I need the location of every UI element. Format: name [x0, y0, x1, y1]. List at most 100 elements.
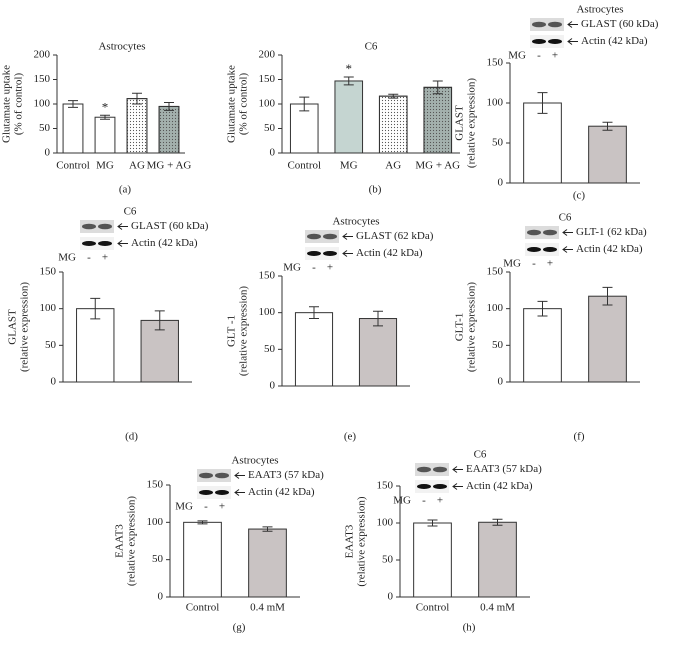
x-tick-label: MG + AG: [415, 160, 460, 172]
blot-group-label: MG: [503, 258, 521, 270]
panel-label: (f): [574, 431, 585, 443]
bar: [478, 521, 517, 598]
blot-minus: -: [422, 495, 426, 507]
blot-arrow: [562, 229, 573, 236]
blot-band: [527, 247, 541, 252]
blot-control-label: Actin (42 kDa): [576, 243, 643, 255]
y-tick-label: 100: [487, 97, 504, 109]
y-axis-label: EAAT3: [114, 524, 126, 558]
significance-mark: *: [346, 61, 353, 76]
y-tick-label: 200: [259, 49, 276, 61]
panel-title: C6: [124, 206, 137, 218]
blot-group-label: MG: [58, 252, 76, 264]
blot-strip: [415, 463, 449, 476]
y-tick-label: 50: [39, 122, 51, 134]
error-bar: [100, 114, 110, 120]
blot-band: [82, 241, 96, 246]
panel-title: Astrocytes: [98, 41, 145, 53]
bar-hatch: [378, 95, 408, 154]
y-tick-label: 0: [270, 380, 276, 392]
blot-strip: [530, 35, 564, 48]
blot-minus: -: [537, 50, 541, 62]
error-bar: [90, 297, 101, 320]
y-tick-label: 50: [45, 339, 57, 351]
bar: [588, 125, 627, 184]
y-tick-label: 100: [40, 302, 57, 314]
y-tick-label: 50: [492, 339, 504, 351]
x-tick-label: Control: [56, 160, 90, 172]
blot-target-label: GLT-1 (62 kDa): [576, 226, 647, 238]
blot-strip: [305, 230, 339, 243]
blot-band: [215, 472, 229, 479]
blot-strip: [80, 220, 114, 233]
bar-hatch: [126, 98, 148, 154]
panel-label: (g): [233, 622, 246, 634]
y-tick-label: 100: [259, 306, 276, 318]
y-axis-label: (relative expression): [466, 282, 478, 372]
y-axis-label: (relative expression): [466, 78, 478, 168]
blot-arrow: [234, 489, 245, 496]
error-bar: [492, 518, 503, 526]
y-axis-label: Glutamate uptake: [1, 65, 13, 143]
error-bar: [602, 121, 613, 131]
y-tick-label: 50: [382, 554, 394, 566]
bar: [334, 80, 364, 154]
blot-band: [98, 223, 112, 230]
blot-band: [417, 466, 431, 473]
bar: [289, 103, 319, 154]
error-bar: [309, 306, 319, 320]
bar: [523, 308, 562, 383]
blot-target-label: EAAT3 (57 kDa): [248, 469, 324, 481]
error-bar: [537, 300, 548, 317]
y-tick-label: 50: [492, 137, 504, 149]
y-axis-label: (relative expression): [126, 496, 138, 586]
error-bar: [373, 310, 383, 327]
blot-arrow: [452, 483, 463, 490]
x-tick-label: Control: [287, 160, 321, 172]
blot-control-label: Actin (42 kDa): [131, 237, 198, 249]
panel-label: (h): [463, 622, 476, 634]
blot-plus: +: [547, 258, 553, 270]
y-tick-label: 200: [34, 49, 51, 61]
blot-strip: [530, 18, 564, 31]
blot-plus: +: [437, 495, 443, 507]
y-axis-label: GLT -1: [226, 315, 238, 347]
blot-band: [433, 484, 447, 489]
y-axis-label: Glutamate uptake: [226, 65, 238, 143]
bar: [62, 103, 84, 154]
y-axis-label: (% of control): [238, 73, 250, 136]
bar-hatch: [423, 86, 453, 154]
bar: [140, 319, 179, 383]
bar-hatch: [158, 105, 180, 154]
blot-strip: [525, 226, 559, 239]
blot-strip: [415, 480, 449, 493]
y-axis-label: (relative expression): [356, 496, 368, 586]
blot-band: [307, 233, 321, 240]
blot-target-label: GLAST (60 kDa): [581, 18, 659, 30]
y-tick-label: 150: [34, 73, 51, 85]
bar: [413, 522, 452, 598]
blot-arrow: [567, 21, 578, 28]
blot-band: [532, 21, 546, 28]
y-tick-label: 0: [498, 177, 504, 189]
y-axis-label: GLT-1: [454, 313, 466, 342]
blot-band: [199, 472, 213, 479]
y-tick-label: 50: [152, 553, 164, 565]
y-tick-label: 50: [264, 122, 276, 134]
error-bar: [537, 92, 548, 114]
x-tick-label: Control: [416, 602, 450, 614]
y-tick-label: 150: [487, 266, 504, 278]
x-tick-label: MG: [340, 160, 358, 172]
bar: [523, 102, 562, 184]
y-tick-label: 150: [377, 480, 394, 492]
blot-band: [532, 39, 546, 44]
error-bar: [197, 520, 208, 525]
blot-plus: +: [219, 501, 225, 513]
x-tick-label: AG: [385, 160, 401, 172]
bar: [358, 318, 398, 387]
panel-label: (c): [573, 190, 586, 202]
blot-band: [199, 490, 213, 495]
blot-arrow: [452, 466, 463, 473]
blot-strip: [305, 247, 339, 260]
error-bar: [262, 526, 273, 532]
